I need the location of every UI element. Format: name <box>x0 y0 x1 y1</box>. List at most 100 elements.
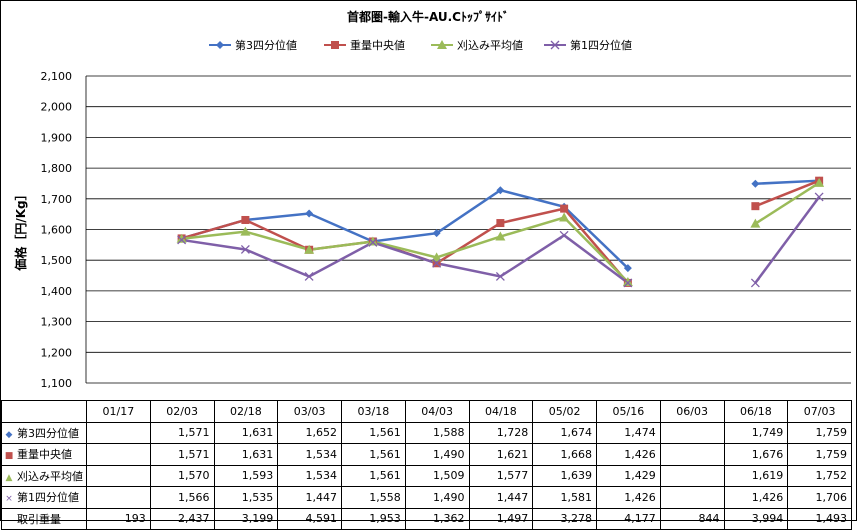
data-label: 1,570 <box>149 464 215 487</box>
series-key-icon: ■ <box>4 451 14 462</box>
data-label: 1,619 <box>723 464 789 487</box>
data-label: 1,759 <box>787 421 852 444</box>
x-tick-label: 02/18 <box>213 400 279 423</box>
data-point <box>177 235 187 245</box>
data-point <box>814 192 824 202</box>
data-label: 1,490 <box>404 443 470 466</box>
data-label <box>659 464 725 487</box>
data-label: 1,621 <box>468 443 534 466</box>
data-point <box>431 252 442 262</box>
data-point <box>367 236 378 246</box>
table-row: × 第1四分位値 1,566 1,535 1,447 1,558 1,490 1,447 1,5… <box>1 486 852 509</box>
data-label: 1,426 <box>723 486 789 509</box>
data-point <box>496 219 505 228</box>
table-row: 取引重量 193 2,437 3,199 4,591 1,953 1,362 1,497 3,2… <box>1 507 852 530</box>
data-label <box>659 443 725 466</box>
data-label <box>86 443 151 466</box>
data-label <box>86 421 151 444</box>
data-point <box>750 278 760 288</box>
data-label: 1,493 <box>787 507 852 530</box>
data-label: 1,426 <box>596 443 661 466</box>
data-label: 3,278 <box>532 507 597 530</box>
data-point <box>368 237 378 247</box>
series-name: 取引重量 <box>17 512 61 526</box>
data-label: 3,994 <box>723 507 789 530</box>
series-name: 重量中央値 <box>17 448 72 462</box>
series-name: 第1四分位値 <box>17 491 79 505</box>
data-point <box>240 226 251 236</box>
data-label: 1,474 <box>596 421 661 444</box>
series-line <box>754 179 820 208</box>
series-key-icon: ◆ <box>5 429 13 440</box>
data-point <box>622 276 633 286</box>
data-label: 1,631 <box>213 443 279 466</box>
table-series-label: ■ 重量中央値 <box>1 443 87 466</box>
y-tick-label: 2,100 <box>41 70 73 83</box>
x-tick-label: 05/16 <box>596 400 661 423</box>
data-point <box>176 233 187 243</box>
x-marker-stroke <box>240 244 250 254</box>
x-marker-stroke <box>304 272 314 281</box>
data-point <box>304 272 314 281</box>
x-tick-label: 06/03 <box>659 400 725 423</box>
data-label: 2,437 <box>149 507 215 530</box>
x-marker-stroke <box>814 192 824 202</box>
data-label: 1,362 <box>404 507 470 530</box>
data-label: 844 <box>659 507 725 530</box>
data-label: 1,509 <box>404 464 470 487</box>
data-point <box>432 258 442 268</box>
data-label: 1,953 <box>341 507 406 530</box>
data-label: 1,497 <box>468 507 534 530</box>
data-point <box>495 231 506 241</box>
y-tick-label: 2,000 <box>41 101 73 114</box>
legend-label: 第3四分位値 <box>235 38 297 52</box>
series-key-icon: × <box>5 494 13 505</box>
table-series-label: 取引重量 <box>1 507 87 530</box>
data-point <box>241 215 250 224</box>
y-axis-label: 価格［円/Kg］ <box>13 188 28 271</box>
table-header-row: 01/17 02/03 02/18 03/03 03/18 04/03 04/18 05/02… <box>1 400 852 423</box>
data-label: 1,759 <box>787 443 852 466</box>
x-tick-label: 03/18 <box>341 400 406 423</box>
data-point <box>560 204 569 213</box>
x-marker-stroke <box>559 230 569 240</box>
data-label <box>86 486 151 509</box>
y-tick-label: 1,700 <box>41 193 73 206</box>
x-tick-label: 07/03 <box>787 400 852 423</box>
x-tick-label: 04/18 <box>468 400 534 423</box>
data-label: 1,447 <box>277 486 342 509</box>
legend-marker <box>437 40 447 49</box>
y-tick-label: 1,100 <box>41 377 73 390</box>
legend-label: 第1四分位値 <box>570 38 632 52</box>
x-tick-label: 05/02 <box>532 400 597 423</box>
table-row: ◆ 第3四分位値 1,571 1,631 1,652 1,561 1,588 1,728 1,6… <box>1 421 852 444</box>
legend-label: 重量中央値 <box>350 38 405 52</box>
x-tick-label: 06/18 <box>723 400 789 423</box>
x-tick-label: 01/17 <box>86 400 151 423</box>
data-label: 4,177 <box>596 507 661 530</box>
data-point <box>496 186 505 195</box>
data-label: 1,534 <box>277 464 342 487</box>
x-tick-label: 03/03 <box>277 400 342 423</box>
data-label: 1,447 <box>468 486 534 509</box>
x-marker-stroke <box>495 272 505 281</box>
table-series-label: ◆ 第3四分位値 <box>1 421 87 444</box>
x-marker-stroke <box>623 278 633 288</box>
data-label: 1,728 <box>468 421 534 444</box>
table-series-label: × 第1四分位値 <box>1 486 87 509</box>
data-point <box>751 202 760 211</box>
data-point <box>305 209 314 218</box>
series-line <box>181 188 629 270</box>
table-row: ▲ 刈込み平均値 1,570 1,593 1,534 1,561 1,509 1,577 1,6… <box>1 464 852 487</box>
y-tick-label: 1,600 <box>41 224 73 237</box>
chart-title: 首都圏-輸入牛-AU.Cﾄｯﾌﾟｻｲﾄﾞ <box>347 9 509 24</box>
data-table: 01/17 02/03 02/18 03/03 03/18 04/03 04/18 05/02… <box>1 400 852 530</box>
data-label: 1,706 <box>787 486 852 509</box>
data-label: 1,566 <box>149 486 215 509</box>
data-label: 1,561 <box>341 443 406 466</box>
data-label: 1,631 <box>213 421 279 444</box>
x-marker-stroke <box>432 258 442 268</box>
series-line <box>181 216 629 283</box>
data-point <box>814 177 825 187</box>
series-line <box>181 233 629 284</box>
